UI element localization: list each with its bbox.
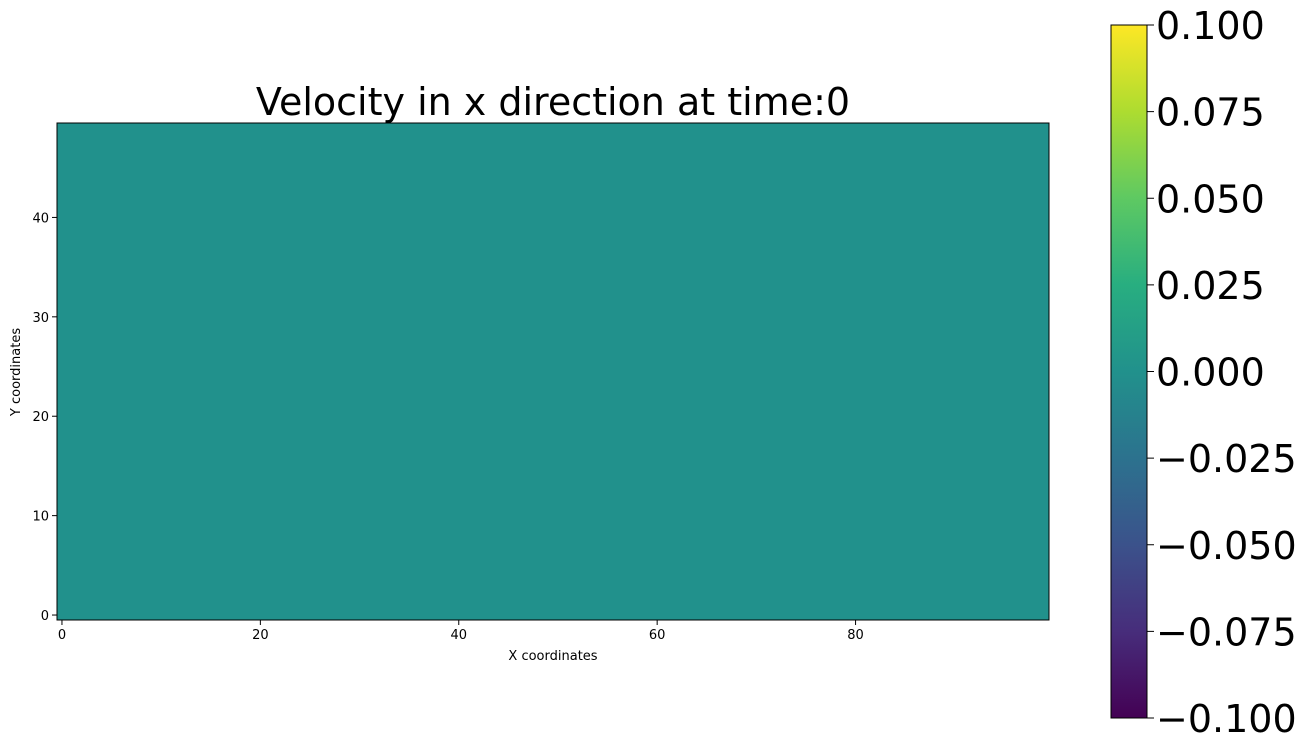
heatmap-field: [56, 122, 1050, 621]
x-tick-label: 40: [450, 628, 467, 643]
x-axis-ticks: 0 20 40 60 80: [58, 620, 864, 643]
x-tick-label: 20: [252, 628, 269, 643]
chart-title: Velocity in x direction at time:0: [256, 80, 850, 124]
colorbar-ticks: −0.100 −0.075 −0.050 −0.025 0.000 0.025 0.050 0…: [1147, 4, 1297, 741]
colorbar-tick-label: 0.025: [1156, 264, 1265, 308]
y-tick-label: 40: [32, 211, 49, 226]
colorbar-tick-label: −0.100: [1156, 697, 1297, 741]
colorbar-tick-label: −0.050: [1156, 524, 1297, 568]
y-tick-label: 30: [32, 311, 49, 326]
y-tick-label: 0: [41, 609, 49, 624]
colorbar-tick-label: −0.025: [1156, 437, 1297, 481]
x-tick-label: 0: [58, 628, 66, 643]
colorbar-tick-label: 0.050: [1156, 177, 1265, 221]
x-axis-label: X coordinates: [508, 649, 597, 664]
y-axis-ticks: 0 10 20 30 40: [32, 211, 57, 624]
colorbar-tick-label: 0.000: [1156, 351, 1265, 395]
y-tick-label: 10: [32, 510, 49, 525]
colorbar-tick-label: 0.100: [1156, 4, 1265, 48]
y-axis-label: Y coordinates: [9, 328, 24, 417]
x-tick-label: 80: [847, 628, 864, 643]
colorbar-tick-label: 0.075: [1156, 91, 1265, 135]
x-tick-label: 60: [649, 628, 666, 643]
colorbar: [1110, 24, 1148, 719]
colorbar-tick-label: −0.075: [1156, 610, 1297, 654]
y-tick-label: 20: [32, 410, 49, 425]
